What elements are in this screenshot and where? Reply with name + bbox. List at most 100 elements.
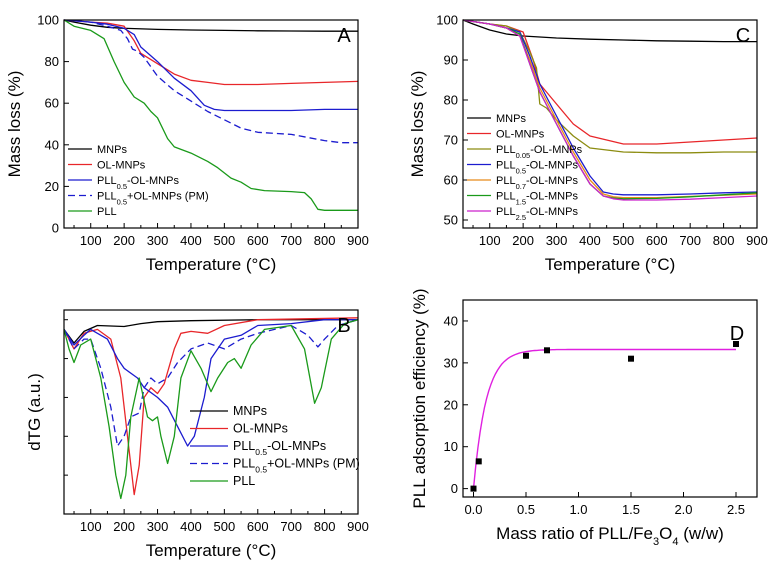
data-point	[544, 347, 550, 354]
y-tick-label: 80	[45, 54, 59, 69]
y-tick-label: 0	[451, 481, 458, 496]
x-tick-label: 300	[147, 233, 169, 248]
x-axis-label: Temperature (°C)	[146, 541, 277, 560]
y-tick-label: 20	[444, 397, 458, 412]
x-tick-label: 600	[646, 233, 668, 248]
x-tick-label: 800	[713, 233, 735, 248]
x-tick-label: 600	[247, 519, 269, 534]
series-line-mnps	[63, 319, 358, 344]
plot-frame	[462, 299, 758, 498]
x-tick-label: 100	[479, 233, 501, 248]
x-tick-label: 700	[280, 519, 302, 534]
series-line-mnps	[462, 19, 757, 43]
x-tick-label: 800	[314, 519, 336, 534]
x-tick-label: 600	[247, 233, 269, 248]
x-tick-label: 2.0	[674, 502, 692, 517]
legend-label: MNPs	[496, 113, 526, 125]
y-axis-label: PLL adsorption efficiency (%)	[410, 288, 429, 508]
data-point	[475, 458, 482, 465]
panel-a-mass-loss-chart: 100 200 300 400 500 600 700 800 900 0 20 40 60 80 100 M…	[5, 13, 369, 275]
x-tick-label: 0.0	[464, 502, 482, 517]
data-point	[470, 485, 477, 492]
panel-d-adsorption-efficiency-chart: 0.0 0.5 1.0 1.5 2.0 2.5 0 10 20 30 40 Mass ratio of…	[410, 288, 758, 548]
x-tick-label: 900	[746, 233, 768, 248]
series-line-pll0-5-ol-mnps	[63, 19, 358, 112]
legend-label: OL-MNPs	[496, 129, 545, 141]
x-tick-label: 400	[579, 233, 601, 248]
x-axis-label: Temperature (°C)	[545, 255, 676, 274]
y-tick-label: 40	[45, 137, 59, 152]
y-tick-label: 90	[444, 53, 458, 68]
legend-label: MNPs	[233, 404, 267, 418]
data-point	[523, 352, 529, 359]
legend-label: PLL	[97, 206, 117, 218]
y-tick-label: 30	[444, 355, 458, 370]
data-point	[628, 355, 634, 362]
series-line-pll2-5-ol-mnps	[462, 19, 758, 201]
y-tick-label: 100	[37, 13, 59, 28]
x-tick-label: 200	[512, 233, 534, 248]
legend-label: PLL0.05-OL-MNPs	[496, 144, 583, 160]
y-tick-label: 100	[436, 13, 458, 28]
series-line-pll0-5-ol-mnps-pm-	[63, 19, 358, 144]
series-line-pll1-5-ol-mnps	[462, 19, 758, 200]
legend-label: PLL0.5+OL-MNPs (PM)	[97, 191, 209, 207]
plot-frame	[63, 19, 359, 229]
x-tick-label: 700	[679, 233, 701, 248]
panel-label: D	[730, 323, 744, 345]
legend-label: PLL0.7-OL-MNPs	[496, 175, 578, 191]
x-tick-label: 100	[80, 519, 102, 534]
y-tick-label: 0	[52, 221, 59, 236]
series-line-ol-mnps	[462, 19, 758, 145]
fit-curve	[472, 348, 736, 489]
x-tick-label: 500	[613, 233, 635, 248]
x-tick-label: 300	[147, 519, 169, 534]
plot-frame	[63, 309, 359, 515]
series-line-pll0-5-ol-mnps	[63, 319, 358, 447]
x-tick-label: 800	[314, 233, 336, 248]
series-line-ol-mnps	[63, 317, 359, 496]
y-tick-label: 60	[45, 96, 59, 111]
x-tick-label: 700	[280, 233, 302, 248]
legend-label: PLL0.5-OL-MNPs	[233, 439, 326, 457]
x-tick-label: 900	[347, 519, 369, 534]
y-tick-label: 20	[45, 179, 59, 194]
panel-label: A	[337, 25, 351, 47]
panel-c-mass-loss-chart: 100 200 300 400 500 600 700 800 900 50 60 70 80 90 100…	[408, 13, 768, 275]
panel-label: B	[337, 315, 350, 337]
legend-label: PLL0.5-OL-MNPs	[496, 160, 578, 176]
x-tick-label: 100	[80, 233, 102, 248]
legend-label: PLL1.5-OL-MNPs	[496, 191, 578, 207]
x-tick-label: 400	[180, 233, 202, 248]
series-line-pll0-5-ol-mnps	[462, 19, 758, 196]
x-tick-label: 200	[113, 519, 135, 534]
series-line-ol-mnps	[63, 19, 359, 86]
x-tick-label: 400	[180, 519, 202, 534]
panel-b-dtg-chart: 100 200 300 400 500 600 700 800 900 MNPs OL-MNPs PL…	[25, 309, 369, 560]
x-axis-label: Temperature (°C)	[146, 255, 277, 274]
x-tick-label: 200	[113, 233, 135, 248]
x-tick-label: 1.5	[622, 502, 640, 517]
x-tick-label: 0.5	[517, 502, 535, 517]
x-tick-label: 1.0	[569, 502, 587, 517]
x-tick-label: 500	[214, 519, 236, 534]
legend-label: PLL0.5+OL-MNPs (PM)	[233, 457, 360, 475]
legend-label: OL-MNPs	[233, 422, 288, 436]
legend-label: PLL0.5-OL-MNPs	[97, 175, 179, 191]
data-point	[733, 341, 739, 348]
y-tick-label: 60	[444, 173, 458, 188]
x-axis-label: Mass ratio of PLL/Fe3O4 (w/w)	[496, 524, 724, 548]
legend-label: PLL2.5-OL-MNPs	[496, 206, 578, 222]
x-tick-label: 2.5	[727, 502, 745, 517]
series-line-pll	[63, 319, 359, 500]
series-line-pll0-5-ol-mnps-pm-	[63, 319, 359, 447]
x-tick-label: 900	[347, 233, 369, 248]
y-axis-label: Mass loss (%)	[5, 71, 24, 178]
y-tick-label: 10	[444, 439, 458, 454]
x-tick-label: 500	[214, 233, 236, 248]
y-tick-label: 40	[444, 313, 458, 328]
series-line-mnps	[63, 19, 358, 32]
legend-label: MNPs	[97, 144, 127, 156]
plot-frame	[462, 19, 758, 229]
y-tick-label: 80	[444, 93, 458, 108]
